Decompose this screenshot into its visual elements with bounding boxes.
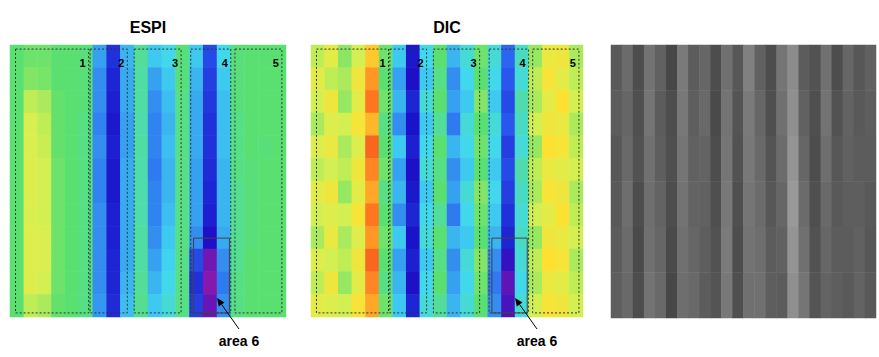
- svg-text:4: 4: [520, 57, 527, 69]
- svg-text:3: 3: [172, 57, 178, 69]
- svg-text:1: 1: [379, 57, 385, 69]
- svg-text:area 6: area 6: [219, 333, 260, 349]
- svg-text:2: 2: [418, 57, 424, 69]
- svg-text:1: 1: [80, 57, 86, 69]
- svg-text:ESPI: ESPI: [130, 19, 166, 36]
- svg-text:3: 3: [471, 57, 477, 69]
- svg-text:2: 2: [118, 57, 124, 69]
- svg-text:5: 5: [570, 57, 576, 69]
- svg-text:4: 4: [222, 57, 229, 69]
- svg-text:DIC: DIC: [433, 19, 461, 36]
- svg-text:5: 5: [273, 57, 279, 69]
- svg-text:area 6: area 6: [517, 333, 558, 349]
